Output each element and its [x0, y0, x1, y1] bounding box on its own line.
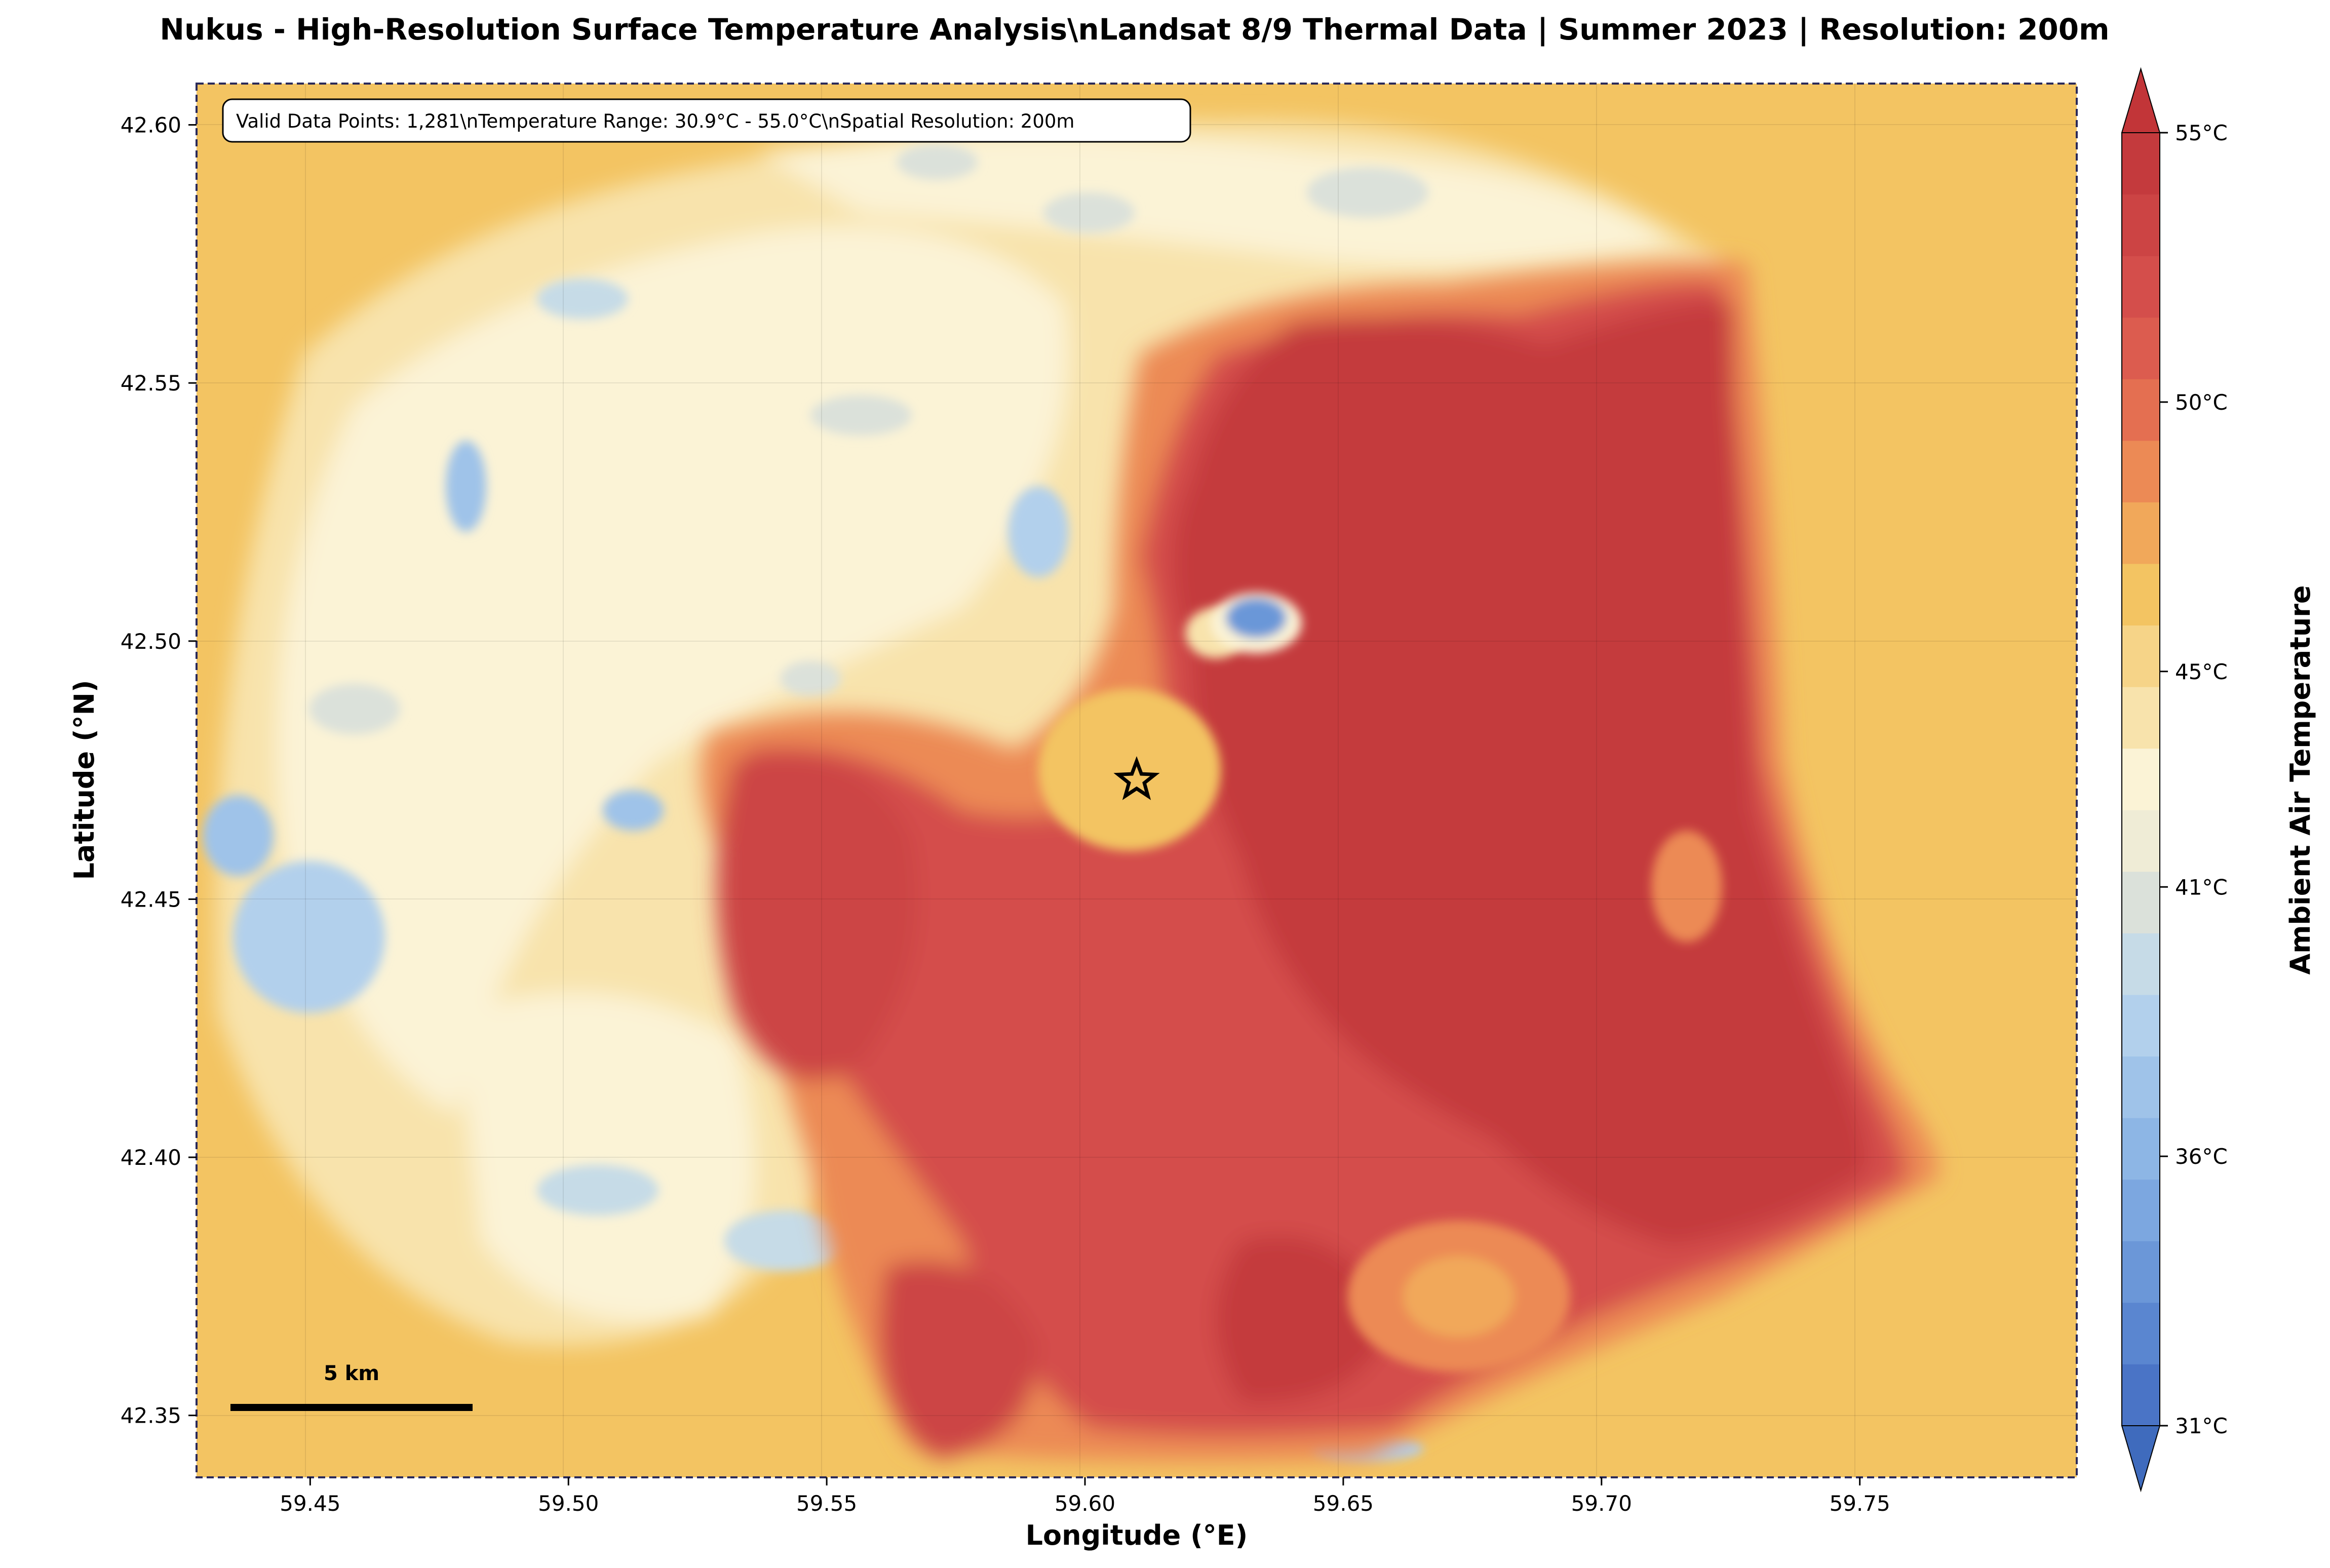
y-tick-label: 42.50	[121, 629, 181, 654]
lake-inner	[1226, 598, 1287, 638]
colorbar-tick-label: 55°C	[2175, 121, 2228, 145]
colorbar-tick-label: 36°C	[2175, 1144, 2228, 1169]
cool-patch	[810, 395, 912, 436]
y-axis-label: Latitude (°N)	[68, 680, 100, 880]
colorbar-segment	[2122, 1118, 2160, 1180]
y-tick-label: 42.60	[121, 113, 181, 138]
cool-patch	[603, 790, 664, 831]
colorbar-segment	[2122, 1056, 2160, 1118]
warm-patch	[1038, 689, 1221, 851]
colorbar-segment	[2122, 687, 2160, 749]
colorbar-over-triangle	[2121, 67, 2161, 133]
y-tick-label: 42.40	[121, 1145, 181, 1170]
cool-patch	[233, 861, 385, 1013]
warm-inner-patches	[1038, 608, 1722, 1373]
zone-cream-north	[760, 134, 1672, 266]
map-plot-area: Valid Data Points: 1,281\nTemperature Ra…	[68, 83, 2078, 1551]
colorbar-segment	[2122, 194, 2160, 256]
y-tick-label: 42.45	[121, 887, 181, 912]
colorbar-ticks: 31°C 36°C 41°C 45°C 50°C 55°C	[2160, 121, 2228, 1438]
zone-deep-red-east	[1173, 302, 1867, 1246]
cool-patch	[1307, 167, 1428, 218]
colorbar-segments	[2122, 133, 2160, 1426]
colorbar-tick-label: 50°C	[2175, 390, 2228, 415]
colorbar-segment	[2122, 564, 2160, 626]
colorbar-segment	[2122, 1302, 2160, 1364]
zone-pale-southwest	[456, 993, 755, 1322]
cool-patch	[724, 1210, 846, 1271]
x-tick-label: 59.50	[538, 1491, 599, 1516]
colorbar-tick-label: 45°C	[2175, 659, 2228, 684]
x-tick-label: 59.65	[1313, 1491, 1374, 1516]
figure-title: Nukus - High-Resolution Surface Temperat…	[160, 12, 2109, 47]
info-box: Valid Data Points: 1,281\nTemperature Ra…	[222, 98, 1191, 143]
colorbar-segment	[2122, 625, 2160, 687]
zone-red-south	[880, 1261, 1038, 1459]
colorbar-segment	[2122, 748, 2160, 810]
cool-patch	[897, 144, 978, 180]
x-axis-ticks: 59.45 59.50 59.55 59.60 59.65 59.70 59.75	[280, 1477, 1890, 1516]
cool-patch	[537, 279, 628, 319]
eastern-hot-zone	[701, 261, 1938, 1462]
info-box-frame	[222, 98, 1191, 143]
colorbar-tick-label: 31°C	[2175, 1414, 2228, 1438]
x-tick-label: 59.45	[280, 1491, 340, 1516]
temperature-field	[197, 84, 2077, 1477]
cool-patches	[203, 144, 1428, 1461]
colorbar-segment	[2122, 317, 2160, 379]
x-tick-label: 59.70	[1571, 1491, 1632, 1516]
warm-patch	[1651, 831, 1722, 942]
plot-frame	[196, 83, 2078, 1478]
city-marker-star	[1113, 756, 1160, 800]
grid-lines	[197, 84, 2077, 1477]
zone-red-southeast	[1216, 1236, 1393, 1403]
star-icon	[1113, 756, 1160, 800]
colorbar-segment	[2122, 810, 2160, 872]
cool-patch	[1008, 486, 1069, 577]
cool-patch	[537, 1165, 658, 1216]
y-tick-label: 42.55	[121, 371, 181, 396]
cool-patch	[309, 684, 400, 734]
x-tick-label: 59.60	[1055, 1491, 1115, 1516]
colorbar-label: Ambient Air Temperature	[2284, 585, 2316, 974]
colorbar-segment	[2122, 1179, 2160, 1241]
x-tick-label: 59.75	[1830, 1491, 1890, 1516]
y-tick-label: 42.35	[121, 1403, 181, 1428]
cool-lake-patch	[1211, 593, 1302, 653]
info-box-text: Valid Data Points: 1,281\nTemperature Ra…	[236, 110, 1074, 132]
colorbar-segment	[2122, 502, 2160, 564]
x-axis-label: Longitude (°E)	[1026, 1519, 1248, 1551]
colorbar-segment	[2122, 1364, 2160, 1426]
scale-bar-label: 5 km	[324, 1362, 379, 1385]
cool-patch	[1043, 192, 1135, 233]
scale-bar: 5 km	[230, 1362, 473, 1411]
colorbar-segment	[2122, 133, 2160, 195]
warm-patch	[1403, 1256, 1514, 1337]
colorbar-under-triangle	[2121, 1425, 2161, 1493]
colorbar: 31°C 36°C 41°C 45°C 50°C 55°C Ambient Air Tem…	[2121, 67, 2316, 1493]
colorbar-segment	[2122, 995, 2160, 1057]
colorbar-segment	[2122, 379, 2160, 441]
colorbar-segment	[2122, 256, 2160, 318]
y-axis-ticks: 42.35 42.40 42.45 42.50 42.55 42.60	[121, 113, 197, 1428]
cool-patch	[446, 441, 486, 532]
colorbar-segment	[2122, 933, 2160, 995]
colorbar-frame	[2121, 132, 2160, 1426]
cool-patch	[780, 661, 841, 696]
cool-patch	[203, 795, 274, 876]
colorbar-segment	[2122, 440, 2160, 502]
colorbar-tick-label: 41°C	[2175, 875, 2228, 899]
colorbar-segment	[2122, 871, 2160, 933]
zone-red-central	[717, 755, 918, 1081]
x-tick-label: 59.55	[796, 1491, 857, 1516]
colorbar-segment	[2122, 1241, 2160, 1303]
